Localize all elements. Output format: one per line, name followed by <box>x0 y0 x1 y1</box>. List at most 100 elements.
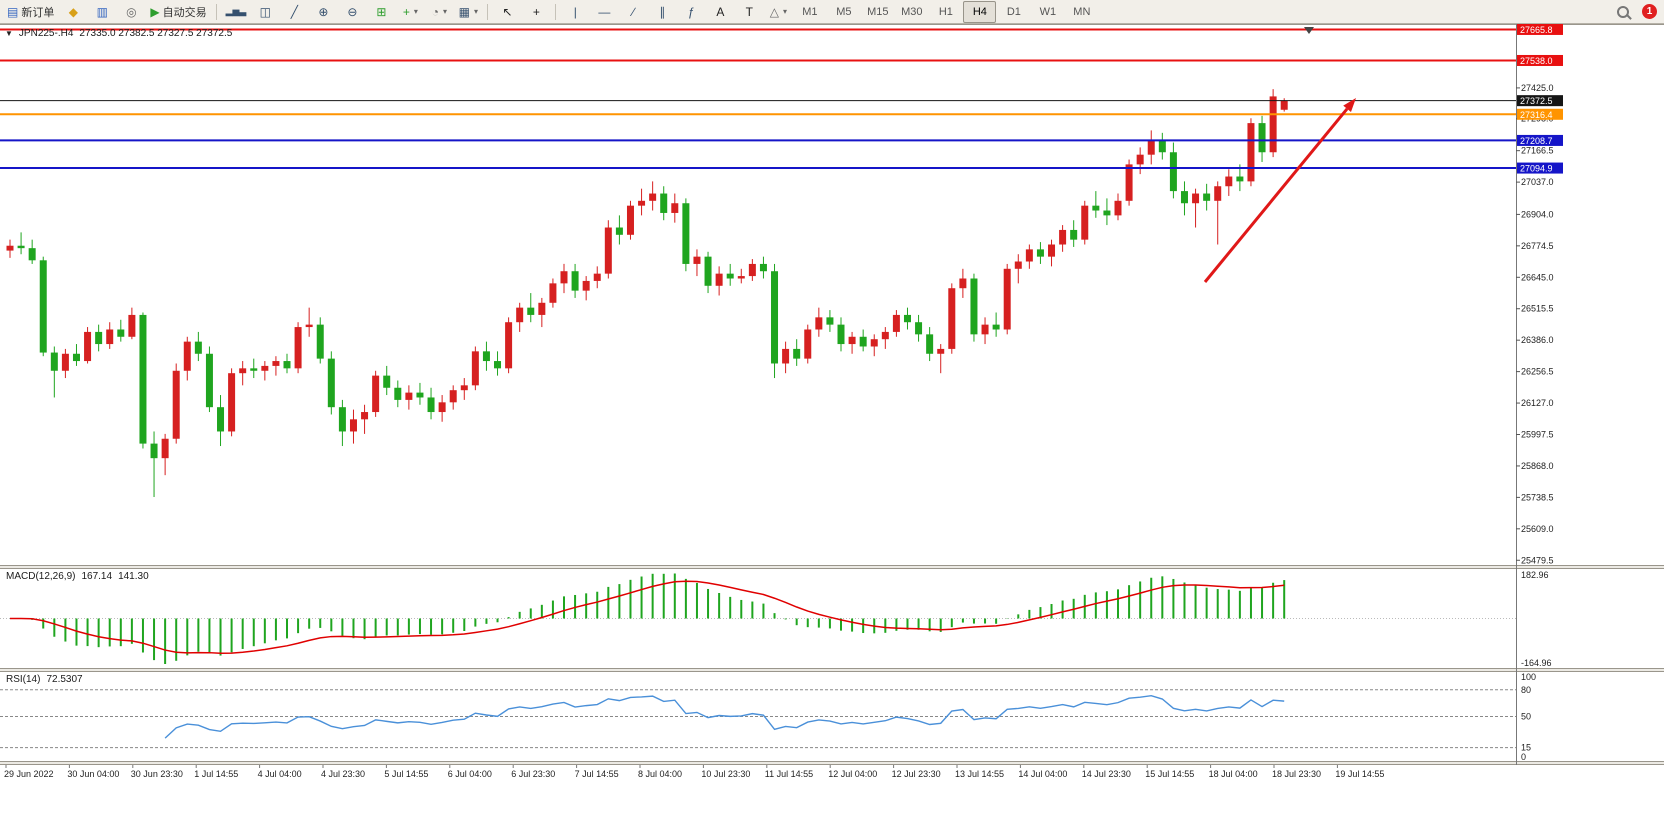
candle-body[interactable] <box>1048 244 1056 257</box>
candle-body[interactable] <box>217 407 225 432</box>
candle-body[interactable] <box>95 331 103 345</box>
crosshair-button[interactable]: + <box>522 1 550 23</box>
candle-body[interactable] <box>482 351 490 362</box>
autotrading-button[interactable]: ▶ 自动交易 <box>146 1 210 23</box>
candle-body[interactable] <box>449 390 457 403</box>
zoom-out-button[interactable]: ⊖ <box>338 1 366 23</box>
timeframe-w1-button[interactable]: W1 <box>1039 5 1057 18</box>
candle-body[interactable] <box>1070 229 1078 240</box>
candle-body[interactable] <box>538 302 546 315</box>
timeframe-h4-button[interactable]: H4 <box>963 0 997 23</box>
templates-button[interactable]: ▦ ▾ <box>454 1 482 23</box>
candle-body[interactable] <box>593 273 601 281</box>
notification-badge[interactable]: 1 <box>1642 4 1657 19</box>
candle-body[interactable] <box>992 324 1000 330</box>
trend-arrow-annotation[interactable] <box>1203 98 1356 283</box>
candle-body[interactable] <box>17 245 25 249</box>
candle-body[interactable] <box>516 307 524 323</box>
candle-body[interactable] <box>494 361 502 369</box>
candle-body[interactable] <box>183 341 191 371</box>
candle-body[interactable] <box>84 331 92 362</box>
candle-body[interactable] <box>239 368 247 374</box>
candle-body[interactable] <box>1169 152 1177 192</box>
candle-body[interactable] <box>1103 210 1111 216</box>
candle-body[interactable] <box>471 351 479 386</box>
candle-body[interactable] <box>316 324 324 359</box>
candle-body[interactable] <box>338 407 346 432</box>
periods-button[interactable]: ◔ ▾ <box>425 1 453 23</box>
candle-body[interactable] <box>715 273 723 286</box>
candle-body[interactable] <box>549 283 557 303</box>
candle-body[interactable] <box>826 317 834 325</box>
shapes-button[interactable]: △ ▾ <box>764 1 792 23</box>
level-lines[interactable] <box>0 28 1516 170</box>
candle-body[interactable] <box>848 336 856 345</box>
label-tool-button[interactable]: T <box>735 1 763 23</box>
cursor-button[interactable]: ↖ <box>493 1 521 23</box>
candle-body[interactable] <box>117 329 125 337</box>
candle-body[interactable] <box>72 353 80 362</box>
candle-body[interactable] <box>837 324 845 345</box>
search-button[interactable] <box>1609 1 1637 23</box>
candle-body[interactable] <box>1258 123 1266 153</box>
candle-body[interactable] <box>106 329 114 345</box>
candle-body[interactable] <box>349 419 357 432</box>
candle-body[interactable] <box>981 324 989 335</box>
chart-shift-marker[interactable] <box>1304 27 1314 34</box>
candle-body[interactable] <box>1147 140 1155 155</box>
candle-body[interactable] <box>261 365 269 371</box>
candle-body[interactable] <box>926 334 934 354</box>
candle-body[interactable] <box>859 336 867 347</box>
tile-windows-button[interactable]: ⊞ <box>367 1 395 23</box>
candle-body[interactable] <box>39 260 47 353</box>
candle-body[interactable] <box>804 329 812 359</box>
candle-body[interactable] <box>150 443 158 459</box>
candle-body[interactable] <box>782 348 790 364</box>
candle-body[interactable] <box>1136 154 1144 165</box>
candle-body[interactable] <box>771 271 779 364</box>
timeframe-m30-button[interactable]: M30 <box>901 5 923 18</box>
candle-body[interactable] <box>1269 96 1277 153</box>
candle-body[interactable] <box>693 256 701 264</box>
candle-body[interactable] <box>881 331 889 340</box>
candle-body[interactable] <box>1114 200 1122 216</box>
candle-body[interactable] <box>460 385 468 391</box>
candlestick-series[interactable] <box>6 89 1288 498</box>
candle-body[interactable] <box>372 375 380 413</box>
candle-body[interactable] <box>1236 176 1244 182</box>
data-window-button[interactable]: ◆ <box>59 1 87 23</box>
candle-body[interactable] <box>405 392 413 400</box>
candlestick-chart-button[interactable]: ◫ <box>251 1 279 23</box>
candle-body[interactable] <box>560 271 568 284</box>
candle-body[interactable] <box>327 358 335 408</box>
candle-body[interactable] <box>1125 164 1133 201</box>
candle-body[interactable] <box>682 203 690 264</box>
candle-body[interactable] <box>50 352 58 371</box>
new-order-button[interactable]: ▤ 新订单 <box>3 1 58 23</box>
bar-chart-button[interactable]: ▂▅▃ <box>222 1 251 23</box>
candle-body[interactable] <box>615 227 623 235</box>
horizontal-line-button[interactable]: — <box>590 1 618 23</box>
candle-body[interactable] <box>815 317 823 330</box>
candle-body[interactable] <box>1180 191 1188 204</box>
candle-body[interactable] <box>759 263 767 272</box>
candle-body[interactable] <box>361 412 369 420</box>
candle-body[interactable] <box>1247 123 1255 182</box>
candle-body[interactable] <box>505 322 513 369</box>
candle-body[interactable] <box>604 227 612 274</box>
candle-body[interactable] <box>305 324 313 328</box>
candle-body[interactable] <box>172 370 180 439</box>
new-chart-button[interactable]: ▥ <box>88 1 116 23</box>
candle-body[interactable] <box>970 278 978 335</box>
candle-body[interactable] <box>61 353 69 371</box>
candle-body[interactable] <box>1203 193 1211 201</box>
line-chart-button[interactable]: ╱ <box>280 1 308 23</box>
candle-body[interactable] <box>1214 186 1222 201</box>
chart-canvas[interactable]: 27425.027298.027166.527037.026904.026774… <box>0 24 1664 834</box>
candle-body[interactable] <box>1003 268 1011 330</box>
candle-body[interactable] <box>638 200 646 206</box>
candle-body[interactable] <box>671 203 679 213</box>
candle-body[interactable] <box>892 314 900 332</box>
candle-body[interactable] <box>1059 229 1067 245</box>
channel-button[interactable]: ∥ <box>648 1 676 23</box>
